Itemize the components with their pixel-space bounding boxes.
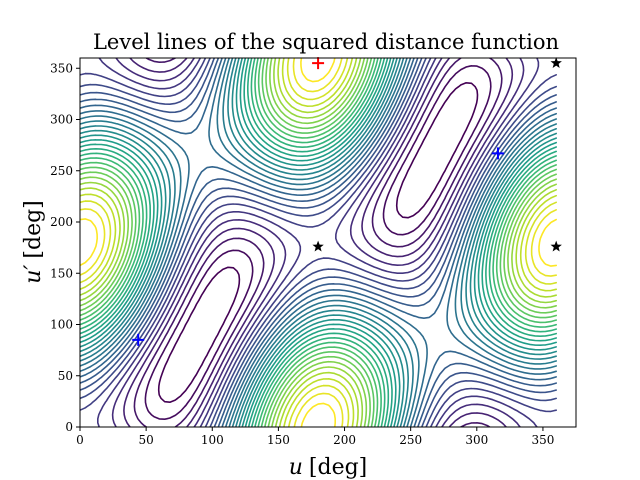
contour-level: [80, 58, 557, 427]
x-tick-label: 100: [201, 433, 224, 447]
x-tick-label: 200: [333, 433, 356, 447]
contour-level: [80, 58, 557, 427]
contour-level: [80, 58, 557, 427]
star-marker: [312, 240, 324, 252]
contour-level: [80, 58, 557, 427]
y-axis-label-var: u′: [21, 265, 46, 284]
contour-level: [80, 58, 557, 427]
x-axis-ticks: 0 50 100 150 200 250 300 350: [76, 427, 554, 447]
contour-level: [80, 58, 557, 427]
contour-level: [97, 58, 540, 427]
contour-level: [80, 58, 557, 427]
x-axis-label-var: u: [289, 455, 303, 480]
contour-level: [80, 58, 557, 427]
contour-lines: [80, 58, 557, 427]
y-tick-label: 200: [50, 215, 73, 229]
contour-level: [80, 58, 557, 427]
y-axis-label-unit: [deg]: [21, 200, 46, 258]
contour-level: [80, 58, 557, 427]
contour-level: [80, 58, 557, 427]
contour-level: [80, 58, 557, 427]
contour-level: [123, 58, 514, 427]
plus-marker: [491, 147, 504, 160]
y-axis-label: u′ [deg]: [21, 200, 46, 284]
y-tick-label: 300: [50, 113, 73, 127]
x-tick-label: 350: [531, 433, 554, 447]
contour-level: [80, 58, 557, 427]
contour-level: [80, 58, 557, 427]
contour-level: [111, 58, 525, 427]
x-tick-label: 0: [76, 433, 84, 447]
contour-level: [80, 58, 557, 427]
y-axis-ticks: 0 50 100 150 200 250 300 350: [50, 61, 80, 434]
contour-level: [80, 58, 557, 427]
contour-level: [80, 58, 557, 427]
x-tick-label: 300: [465, 433, 488, 447]
x-axis-label: u [deg]: [289, 455, 368, 480]
y-tick-label: 350: [50, 61, 73, 75]
contour-level: [80, 58, 557, 427]
x-axis-label-unit: [deg]: [309, 455, 367, 480]
contour-level: [80, 58, 557, 427]
chart-title: Level lines of the squared distance func…: [93, 30, 559, 54]
contour-level: [157, 82, 479, 403]
x-tick-label: 50: [138, 433, 153, 447]
plus-marker: [132, 333, 145, 346]
contour-level: [80, 58, 557, 427]
x-tick-label: 150: [267, 433, 290, 447]
y-tick-label: 150: [50, 266, 73, 280]
contour-level: [80, 58, 557, 427]
contour-level: [80, 58, 557, 427]
contour-level: [80, 58, 557, 427]
y-tick-label: 50: [58, 369, 73, 383]
plot-frame: [79, 57, 577, 428]
plus-marker: [312, 57, 325, 70]
y-tick-label: 100: [50, 318, 73, 332]
contour-level: [144, 65, 492, 420]
contour-level: [80, 58, 557, 427]
contour-level: [80, 58, 557, 427]
y-tick-label: 250: [50, 164, 73, 178]
markers: [132, 57, 562, 346]
star-marker: [550, 240, 562, 252]
star-marker: [550, 57, 562, 68]
y-tick-label: 0: [65, 420, 73, 434]
x-tick-label: 250: [399, 433, 422, 447]
contour-level: [133, 58, 503, 427]
contour-level: [80, 58, 557, 427]
